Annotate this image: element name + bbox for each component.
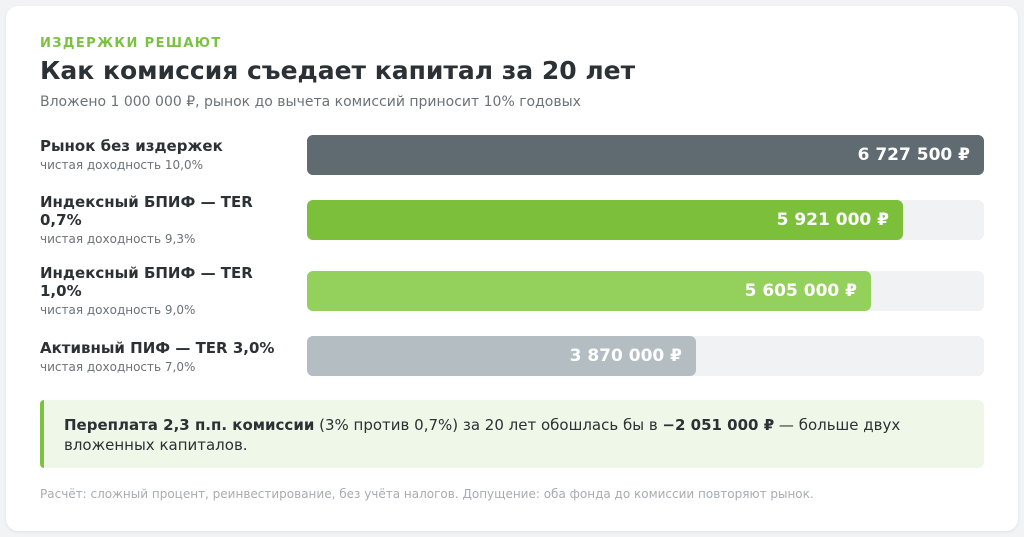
callout-text-2: — больше двух вложенных капиталов. — [64, 416, 901, 454]
bar-track: 5 921 000 ₽ — [307, 200, 984, 240]
bar-track: 3 870 000 ₽ — [307, 336, 984, 376]
net-return-label: чистая доходность 10,0% — [40, 158, 204, 172]
bar-category-label: Рынок без издержек — [40, 137, 223, 155]
callout-bold-1: Переплата 2,3 п.п. комиссии — [64, 416, 315, 434]
bar-value-label: 5 605 000 ₽ — [744, 281, 857, 301]
bar: 6 727 500 ₽ — [307, 135, 984, 175]
bar-value-label: 3 870 000 ₽ — [569, 346, 682, 366]
bar-value-label: 5 921 000 ₽ — [776, 210, 889, 230]
bar-category-label: Индексный БПИФ — TER 0,7% — [40, 193, 253, 229]
bar: 3 870 000 ₽ — [307, 336, 696, 376]
footnote: Расчёт: сложный процент, реинвестировани… — [40, 487, 814, 501]
callout-bold-2: −2 051 000 ₽ — [662, 416, 775, 434]
chart-subtitle: Вложено 1 000 000 ₽, рынок до вычета ком… — [40, 94, 581, 110]
chart-title: Как комиссия съедает капитал за 20 лет — [40, 56, 636, 85]
bar-track: 5 605 000 ₽ — [307, 271, 984, 311]
callout-accent-bar — [40, 400, 44, 468]
eyebrow-label: ИЗДЕРЖКИ РЕШАЮТ — [40, 36, 222, 51]
bar: 5 921 000 ₽ — [307, 200, 903, 240]
bar-category-label: Активный ПИФ — TER 3,0% — [40, 339, 275, 357]
overpayment-callout: Переплата 2,3 п.п. комиссии (3% против 0… — [40, 400, 984, 468]
net-return-label: чистая доходность 9,3% — [40, 232, 196, 246]
callout-text-1: (3% против 0,7%) за 20 лет обошлась бы в — [314, 416, 663, 434]
bar-category-label: Индексный БПИФ — TER 1,0% — [40, 264, 253, 300]
net-return-label: чистая доходность 7,0% — [40, 360, 196, 374]
bar: 5 605 000 ₽ — [307, 271, 871, 311]
bar-track: 6 727 500 ₽ — [307, 135, 984, 175]
bar-value-label: 6 727 500 ₽ — [857, 145, 970, 165]
net-return-label: чистая доходность 9,0% — [40, 303, 196, 317]
callout-text: Переплата 2,3 п.п. комиссии (3% против 0… — [64, 415, 964, 455]
